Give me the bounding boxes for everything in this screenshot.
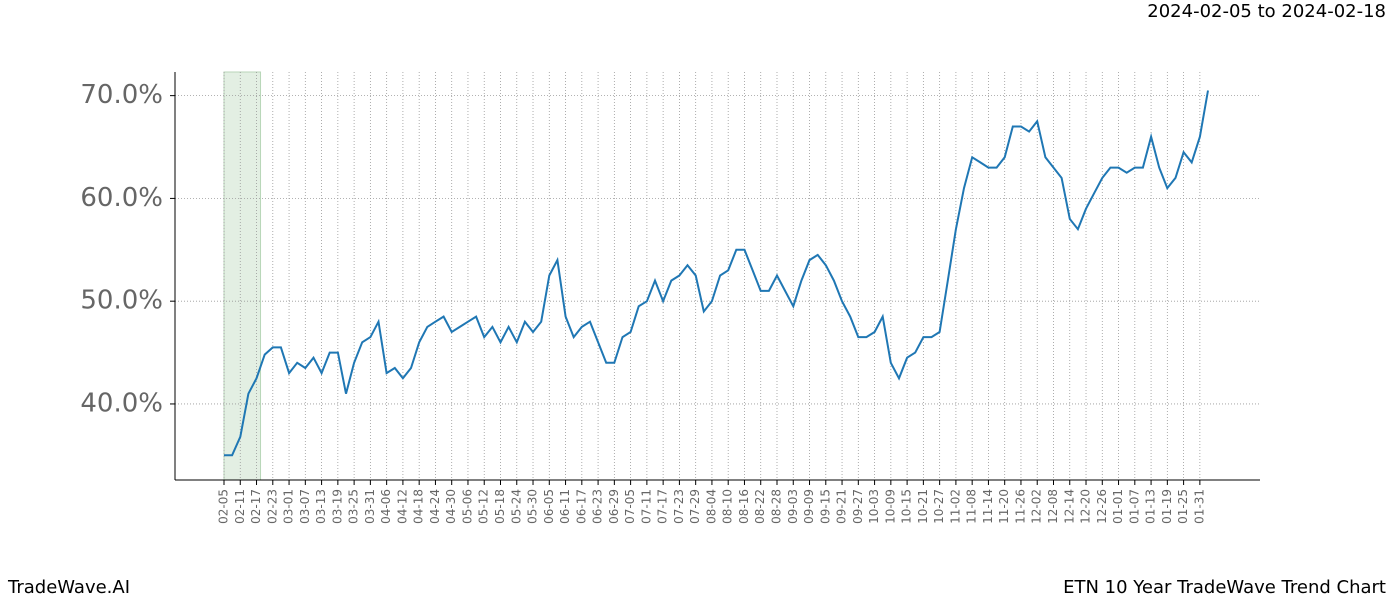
trend-line — [224, 90, 1209, 457]
x-tick-label: 07-05 — [623, 489, 637, 524]
brand: TradeWave.AI — [7, 577, 130, 598]
y-tick-label: 50.0% — [80, 286, 163, 316]
x-tick-label: 05-06 — [460, 489, 474, 524]
x-tick-label: 04-18 — [412, 489, 426, 524]
x-tick-label: 03-19 — [330, 489, 344, 524]
x-tick-label: 08-28 — [769, 489, 783, 524]
x-tick-label: 09-15 — [818, 489, 832, 524]
x-tick-label: 05-24 — [509, 489, 523, 524]
date-range: 2024-02-05 to 2024-02-18 — [1147, 1, 1386, 22]
x-tick-label: 12-26 — [1095, 489, 1109, 524]
x-tick-label: 01-13 — [1144, 489, 1158, 524]
x-tick-label: 07-11 — [639, 489, 653, 524]
x-tick-label: 06-17 — [574, 489, 588, 524]
x-tick-label: 12-20 — [1079, 489, 1093, 524]
x-tick-label: 02-11 — [233, 489, 247, 524]
chart-caption: ETN 10 Year TradeWave Trend Chart — [1063, 577, 1386, 598]
x-tick-label: 04-24 — [428, 489, 442, 524]
x-tick-label: 08-22 — [753, 489, 767, 524]
x-tick-label: 06-23 — [591, 489, 605, 524]
x-tick-label: 10-27 — [932, 489, 946, 524]
x-tick-label: 09-03 — [786, 489, 800, 524]
x-tick-label: 01-25 — [1176, 489, 1190, 524]
x-tick-label: 05-18 — [493, 489, 507, 524]
x-tick-label: 05-12 — [477, 489, 491, 524]
x-tick-label: 11-26 — [1013, 489, 1027, 524]
x-tick-label: 11-08 — [965, 489, 979, 524]
x-tick-label: 12-08 — [1046, 489, 1060, 524]
x-tick-label: 09-09 — [802, 489, 816, 524]
x-tick-label: 09-21 — [835, 489, 849, 524]
x-tick-label: 04-30 — [444, 489, 458, 524]
y-tick-label: 70.0% — [80, 80, 163, 110]
x-tick-label: 11-02 — [948, 489, 962, 524]
x-tick-label: 02-23 — [265, 489, 279, 524]
x-tick-label: 10-15 — [900, 489, 914, 524]
x-tick-label: 07-17 — [656, 489, 670, 524]
x-tick-label: 08-16 — [737, 489, 751, 524]
highlight-band — [223, 71, 262, 481]
x-tick-label: 07-23 — [672, 489, 686, 524]
x-tick-label: 10-03 — [867, 489, 881, 524]
x-tick-label: 05-30 — [526, 489, 540, 524]
y-tick-label: 60.0% — [80, 183, 163, 213]
x-tick-label: 06-29 — [607, 489, 621, 524]
x-tick-label: 02-05 — [217, 489, 231, 524]
x-tick-label: 11-14 — [981, 489, 995, 524]
x-tick-label: 08-10 — [721, 489, 735, 524]
x-tick-label: 06-05 — [542, 489, 556, 524]
x-tick-label: 03-25 — [347, 489, 361, 524]
x-tick-label: 10-09 — [883, 489, 897, 524]
x-tick-label: 08-04 — [704, 489, 718, 524]
x-tick-label: 03-07 — [298, 489, 312, 524]
x-tick-label: 09-27 — [851, 489, 865, 524]
x-tick-label: 11-20 — [997, 489, 1011, 524]
x-tick-label: 03-31 — [363, 489, 377, 524]
x-tick-label: 03-13 — [314, 489, 328, 524]
x-tick-label: 04-06 — [379, 489, 393, 524]
x-tick-label: 07-29 — [688, 489, 702, 524]
x-tick-label: 01-31 — [1192, 489, 1206, 524]
x-tick-label: 02-17 — [249, 489, 263, 524]
x-tick-label: 12-14 — [1062, 489, 1076, 524]
x-tick-label: 06-11 — [558, 489, 572, 524]
x-tick-label: 12-02 — [1030, 489, 1044, 524]
x-tick-label: 04-12 — [395, 489, 409, 524]
x-tick-label: 01-19 — [1160, 489, 1174, 524]
x-tick-label: 10-21 — [916, 489, 930, 524]
x-tick-label: 01-07 — [1127, 489, 1141, 524]
y-tick-label: 40.0% — [80, 388, 163, 418]
x-tick-label: 03-01 — [282, 489, 296, 524]
x-tick-label: 01-01 — [1111, 489, 1125, 524]
